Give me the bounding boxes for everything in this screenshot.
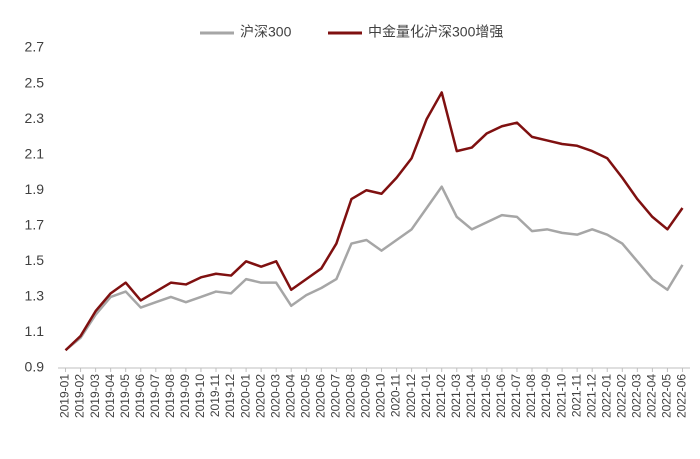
- x-tick-label: 2022-05: [660, 374, 674, 418]
- y-tick-label: 1.3: [25, 288, 45, 304]
- x-tick-label: 2020-12: [404, 374, 418, 418]
- x-tick-label: 2020-04: [283, 374, 297, 418]
- x-tick-label: 2020-07: [329, 374, 343, 418]
- y-tick-label: 1.7: [25, 216, 45, 232]
- x-tick-label: 2020-01: [238, 374, 252, 418]
- x-tick-label: 2019-06: [133, 374, 147, 418]
- x-tick-label: 2021-08: [524, 374, 538, 418]
- y-tick-label: 2.5: [25, 74, 45, 90]
- y-tick-label: 1.5: [25, 252, 45, 268]
- x-tick-label: 2022-04: [645, 374, 659, 418]
- x-tick-label: 2021-06: [494, 374, 508, 418]
- x-tick-label: 2022-01: [599, 374, 613, 418]
- x-tick-label: 2022-02: [614, 374, 628, 418]
- x-tick-label: 2021-01: [419, 374, 433, 418]
- y-tick-label: 1.9: [25, 181, 45, 197]
- x-tick-label: 2021-11: [569, 374, 583, 417]
- x-tick-label: 2021-04: [464, 374, 478, 418]
- legend-label: 中金量化沪深300增强: [368, 24, 503, 40]
- y-tick-label: 1.1: [25, 323, 45, 339]
- x-tick-label: 2022-06: [675, 374, 689, 418]
- x-tick-label: 2021-03: [449, 374, 463, 418]
- x-tick-label: 2020-05: [298, 374, 312, 418]
- series-line: [64, 185, 684, 352]
- x-tick-label: 2021-12: [584, 374, 598, 418]
- x-tick-label: 2020-10: [374, 374, 388, 418]
- x-tick-label: 2020-06: [314, 374, 328, 418]
- x-tick-label: 2019-08: [163, 374, 177, 418]
- x-tick-label: 2022-03: [630, 374, 644, 418]
- y-tick-label: 2.7: [25, 39, 45, 55]
- x-tick-label: 2021-07: [509, 374, 523, 418]
- legend-label: 沪深300: [240, 24, 292, 40]
- x-tick-label: 2019-05: [118, 374, 132, 418]
- series-line: [64, 91, 684, 352]
- y-tick-label: 0.9: [25, 359, 45, 375]
- x-tick-label: 2021-05: [479, 374, 493, 418]
- x-tick-label: 2019-07: [148, 374, 162, 418]
- x-tick-label: 2021-10: [554, 374, 568, 418]
- x-tick-label: 2019-04: [103, 374, 117, 418]
- x-tick-label: 2019-09: [178, 374, 192, 418]
- x-tick-label: 2021-02: [434, 374, 448, 418]
- x-tick-label: 2020-11: [389, 374, 403, 417]
- x-tick-label: 2020-03: [268, 374, 282, 418]
- x-tick-label: 2020-02: [253, 374, 267, 418]
- x-tick-label: 2021-09: [539, 374, 553, 418]
- x-tick-label: 2019-12: [223, 374, 237, 418]
- y-tick-label: 2.3: [25, 110, 45, 126]
- y-tick-label: 2.1: [25, 145, 45, 161]
- x-tick-label: 2019-01: [58, 374, 72, 418]
- x-tick-label: 2019-11: [208, 374, 222, 417]
- x-tick-label: 2019-03: [88, 374, 102, 418]
- x-tick-label: 2019-10: [193, 374, 207, 418]
- x-tick-label: 2020-09: [359, 374, 373, 418]
- x-tick-label: 2020-08: [344, 374, 358, 418]
- x-tick-label: 2019-02: [73, 374, 87, 418]
